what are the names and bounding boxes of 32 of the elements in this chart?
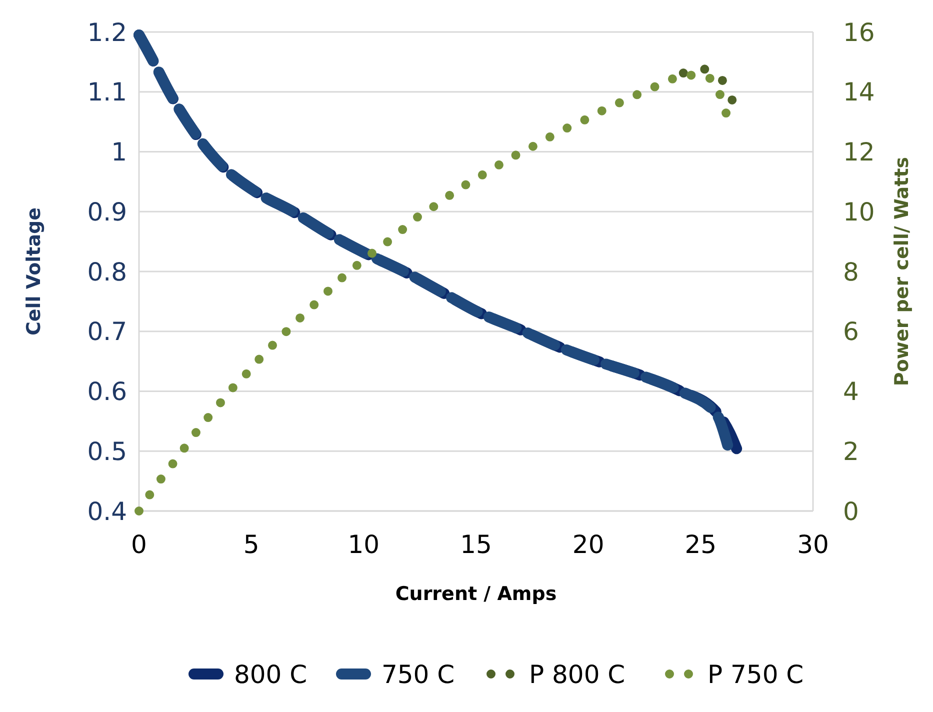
y-tick-label: 1.2 [87,18,127,47]
x-tick-label: 30 [797,530,829,559]
y-tick-label: 0.5 [87,436,127,466]
y-tick-label: 1 [111,138,127,166]
legend-label: P 750 C [708,660,804,689]
y-axis-title: Cell Voltage [23,207,45,336]
x-tick-label: 15 [460,530,492,559]
legend-label: 750 C [382,660,455,689]
y2-tick-label: 14 [843,78,875,107]
y-tick-label: 0.7 [87,317,127,346]
y2-tick-label: 0 [843,496,859,526]
y2-tick-label: 6 [843,317,859,346]
x-tick-label: 20 [572,530,604,559]
legend-label: 800 C [234,660,308,689]
x-tick-label: 25 [684,530,717,559]
y-tick-label: 0.6 [87,377,127,406]
x-axis-title: Current / Amps [395,583,557,605]
x-tick-label: 0 [131,530,147,559]
y-tick-label: 0.4 [87,496,127,526]
y2-tick-label: 16 [843,18,875,47]
y2-tick-label: 2 [843,436,859,466]
y2-tick-label: 4 [843,377,859,406]
y2-tick-label: 10 [843,197,875,226]
x-tick-label: 10 [348,530,380,559]
y-tick-label: 0.9 [87,197,127,226]
y-tick-label: 0.8 [87,257,127,286]
y2-tick-label: 8 [843,257,859,286]
y2-axis-title: Power per cell/ Watts [891,156,913,386]
x-tick-label: 5 [243,530,260,559]
y-tick-label: 1.1 [87,78,127,107]
legend-label: P 800 C [529,660,626,689]
y2-tick-label: 12 [843,138,875,166]
